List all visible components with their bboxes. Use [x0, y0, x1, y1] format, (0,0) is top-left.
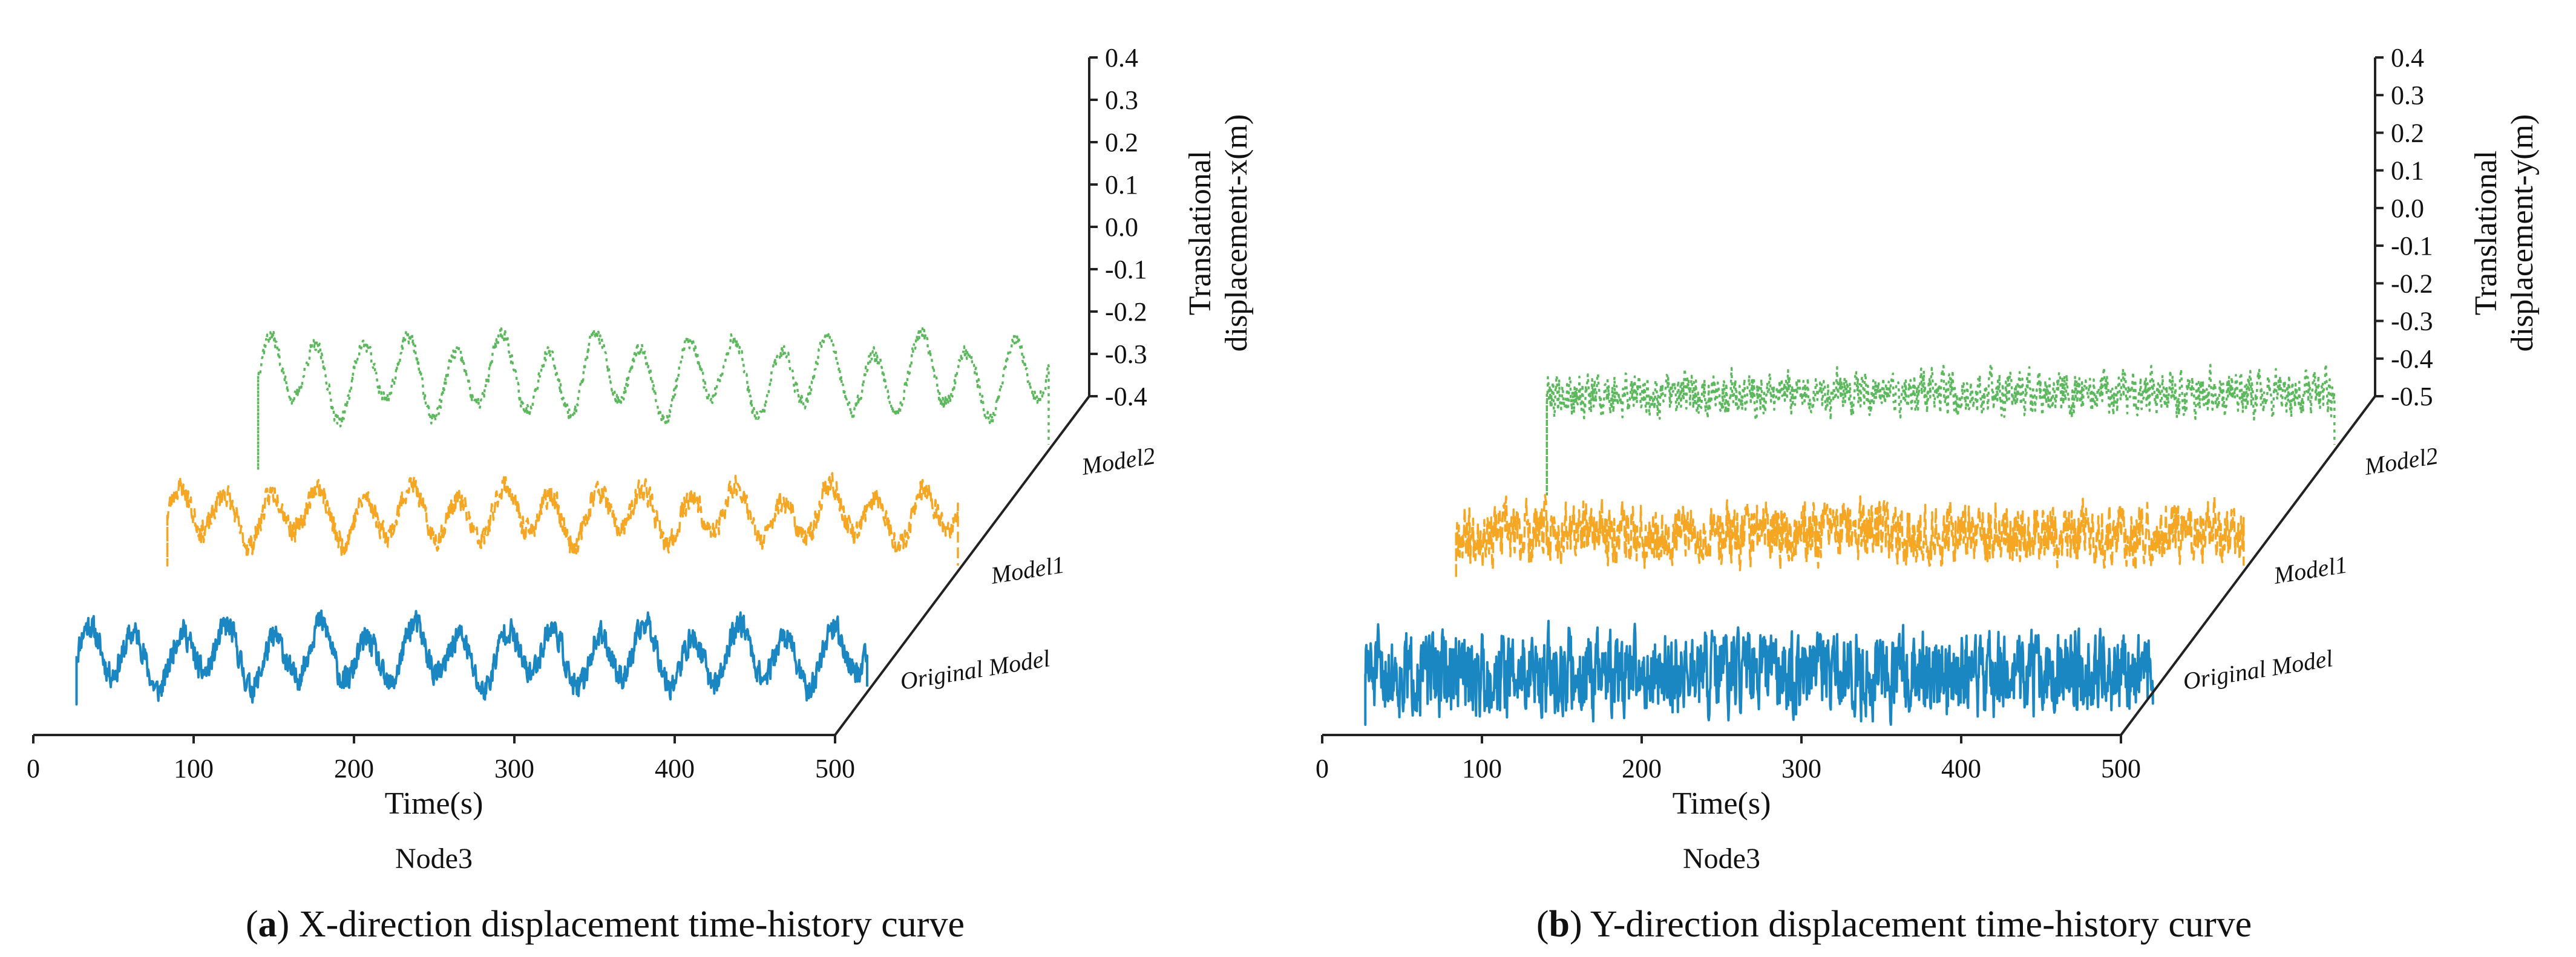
panel-a-y-tick-label: 0.3: [1105, 85, 1138, 115]
panel-b-series-layer: [1364, 363, 2336, 726]
panel-b-y-tick-label: 0.3: [2391, 80, 2424, 110]
panel-a-y-tick-label: 0.1: [1105, 170, 1138, 200]
panel-b-node-label: Node3: [1683, 843, 1760, 875]
panel-b-y-tick-label: -0.2: [2391, 269, 2433, 298]
panel-a-y-tick-label: 0.2: [1105, 128, 1138, 157]
panel-b-y-axis-title-line2: displacement-y(m): [2505, 114, 2540, 352]
panel-b-x-tick-label: 300: [1781, 754, 1821, 783]
panel-b-y-tick-label: -0.4: [2391, 344, 2433, 374]
panel-a-y-tick-label: 0.0: [1105, 212, 1138, 242]
panel-a-y-tick-label: -0.4: [1105, 382, 1147, 411]
panel-a-series-model2: [257, 327, 1050, 471]
panel-a-caption-text: X-direction displacement time-history cu…: [289, 904, 965, 945]
panel-b-y-tick-label: -0.1: [2391, 231, 2433, 261]
panel-a-y-axis-title-line1: Translational: [1183, 151, 1218, 316]
panel-a-x-tick-label: 400: [655, 754, 695, 783]
panel-b-x-ticks: 0 100 200 300 400 500: [1316, 735, 2141, 783]
panel-a-x-ticks: 0 100 200 300 400 500: [27, 735, 855, 783]
panel-a-series-model1: [166, 472, 959, 567]
panel-b-caption: (b) Y-direction displacement time-histor…: [1536, 904, 2252, 945]
panel-b-series-original-model: [1364, 619, 2154, 726]
panel-a-y-axis-title-line2: displacement-x(m): [1219, 114, 1254, 352]
panel-a-chart: 0 100 200 300 400 500 -0.4 -0.3 -0.2 -0.1 0.0 0.1 0…: [27, 43, 1254, 945]
panel-a-depth-label-model1: Model1: [988, 550, 1066, 589]
panel-a-y-tick-label: 0.4: [1105, 43, 1138, 73]
panel-b-series-model1: [1455, 494, 2245, 580]
panel-b-x-axis-title: Time(s): [1673, 786, 1771, 821]
panel-b-y-tick-label: 0.1: [2391, 156, 2424, 186]
panel-b-caption-text: Y-direction displacement time-history cu…: [1582, 904, 2252, 945]
panel-b-x-tick-label: 100: [1462, 754, 1502, 783]
panel-a-node-label: Node3: [395, 843, 473, 875]
panel-a-series-original-model: [75, 609, 868, 706]
panel-a-x-tick-label: 0: [27, 754, 40, 783]
panel-b-depth-label-model2: Model2: [2362, 442, 2440, 480]
panel-b-depth-label-model1: Model1: [2271, 550, 2349, 589]
panel-b-x-tick-label: 400: [1941, 754, 1981, 783]
panel-a-x-tick-label: 500: [815, 754, 855, 783]
panel-a-depth-label-original: Original Model: [898, 644, 1052, 695]
panel-a-y-tick-label: -0.1: [1105, 255, 1147, 284]
panel-b-x-tick-label: 0: [1316, 754, 1329, 783]
panel-a-y-tick-label: -0.2: [1105, 297, 1147, 327]
panel-a-depth-label-model2: Model2: [1079, 442, 1157, 480]
panel-b-caption-letter: b: [1549, 904, 1570, 945]
panel-a-x-tick-label: 200: [334, 754, 374, 783]
panel-b-y-tick-label: -0.3: [2391, 307, 2433, 336]
panel-a-depth-axis: [834, 395, 1090, 736]
panel-b-chart: 0 100 200 300 400 500 -0.5 -0.4 -0.3 -0.2 -0.1 0.0…: [1316, 43, 2540, 945]
panel-b-y-ticks: -0.5 -0.4 -0.3 -0.2 -0.1 0.0 0.1 0.2 0.3 0.4: [2375, 43, 2433, 411]
panel-a-x-tick-label: 300: [494, 754, 534, 783]
panel-a-caption: (a) X-direction displacement time-histor…: [246, 904, 965, 945]
panel-a-series-layer: [75, 327, 1050, 706]
panel-a-y-ticks: -0.4 -0.3 -0.2 -0.1 0.0 0.1 0.2 0.3 0.4: [1089, 43, 1147, 411]
panel-b-depth-label-original: Original Model: [2181, 644, 2335, 695]
panel-a-caption-letter: a: [258, 904, 277, 945]
panel-b-series-model2: [1545, 363, 2336, 497]
panel-b-y-axis-title-line1: Translational: [2469, 151, 2503, 316]
panel-b-y-tick-label: 0.2: [2391, 118, 2424, 148]
panel-a-y-tick-label: -0.3: [1105, 339, 1147, 369]
panel-b-y-tick-label: 0.4: [2391, 43, 2424, 73]
panel-b-y-tick-label: 0.0: [2391, 194, 2424, 223]
panel-b-x-tick-label: 500: [2101, 754, 2141, 783]
panel-b-x-tick-label: 200: [1622, 754, 1662, 783]
panel-a-x-tick-label: 100: [174, 754, 214, 783]
panel-b-y-tick-label: -0.5: [2391, 382, 2433, 411]
panel-b-depth-axis: [2120, 395, 2376, 736]
panel-a-x-axis-title: Time(s): [385, 786, 483, 821]
